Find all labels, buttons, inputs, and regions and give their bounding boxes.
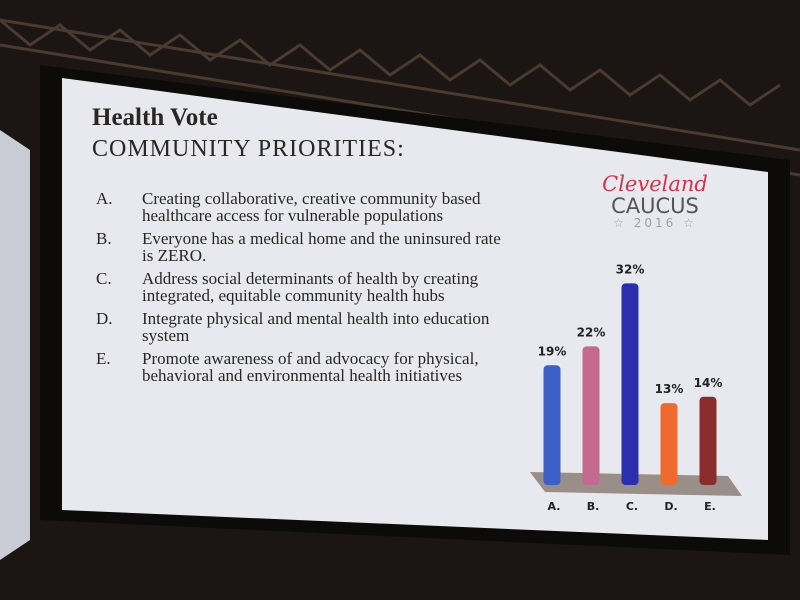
logo: Cleveland CAUCUS ☆ 2016 ☆: [600, 172, 710, 230]
priority-item: E. Promote awareness of and advocacy for …: [96, 350, 506, 384]
item-letter: B.: [96, 229, 112, 248]
item-letter: E.: [96, 349, 111, 368]
bar: [543, 365, 561, 485]
item-letter: D.: [96, 309, 113, 328]
value-label: 32%: [616, 262, 645, 276]
value-label: 14%: [694, 376, 723, 390]
item-text: Address social determinants of health by…: [142, 269, 479, 305]
value-label: 13%: [655, 382, 684, 396]
side-screen: [0, 130, 30, 560]
x-tick-label: C.: [626, 500, 638, 513]
bar: [660, 403, 678, 485]
bar: [582, 346, 600, 485]
value-label: 22%: [577, 325, 606, 339]
item-letter: C.: [96, 269, 112, 288]
item-letter: A.: [96, 189, 113, 208]
x-tick-label: A.: [548, 500, 561, 513]
logo-line: CAUCUS: [611, 194, 699, 218]
priority-item: B. Everyone has a medical home and the un…: [96, 230, 506, 264]
slide-title: Health Vote: [92, 104, 218, 131]
bar: [621, 283, 639, 485]
slide-subtitle: COMMUNITY PRIORITIES:: [92, 136, 405, 162]
item-text: Integrate physical and mental health int…: [142, 309, 490, 345]
priority-item: A. Creating collaborative, creative commu…: [96, 190, 506, 224]
value-label: 19%: [538, 344, 567, 358]
priority-item: D. Integrate physical and mental health i…: [96, 310, 506, 344]
logo-line: ☆ 2016 ☆: [613, 216, 697, 230]
x-tick-label: E.: [704, 500, 716, 513]
item-text: Creating collaborative, creative communi…: [142, 189, 481, 225]
x-tick-label: D.: [664, 500, 677, 513]
logo-line: Cleveland: [602, 172, 708, 196]
bar: [699, 396, 717, 485]
priority-item: C. Address social determinants of health …: [96, 270, 506, 304]
priority-list: A. Creating collaborative, creative commu…: [96, 190, 506, 390]
item-text: Promote awareness of and advocacy for ph…: [142, 349, 479, 385]
x-tick-label: B.: [587, 500, 600, 513]
item-text: Everyone has a medical home and the unin…: [142, 229, 501, 265]
